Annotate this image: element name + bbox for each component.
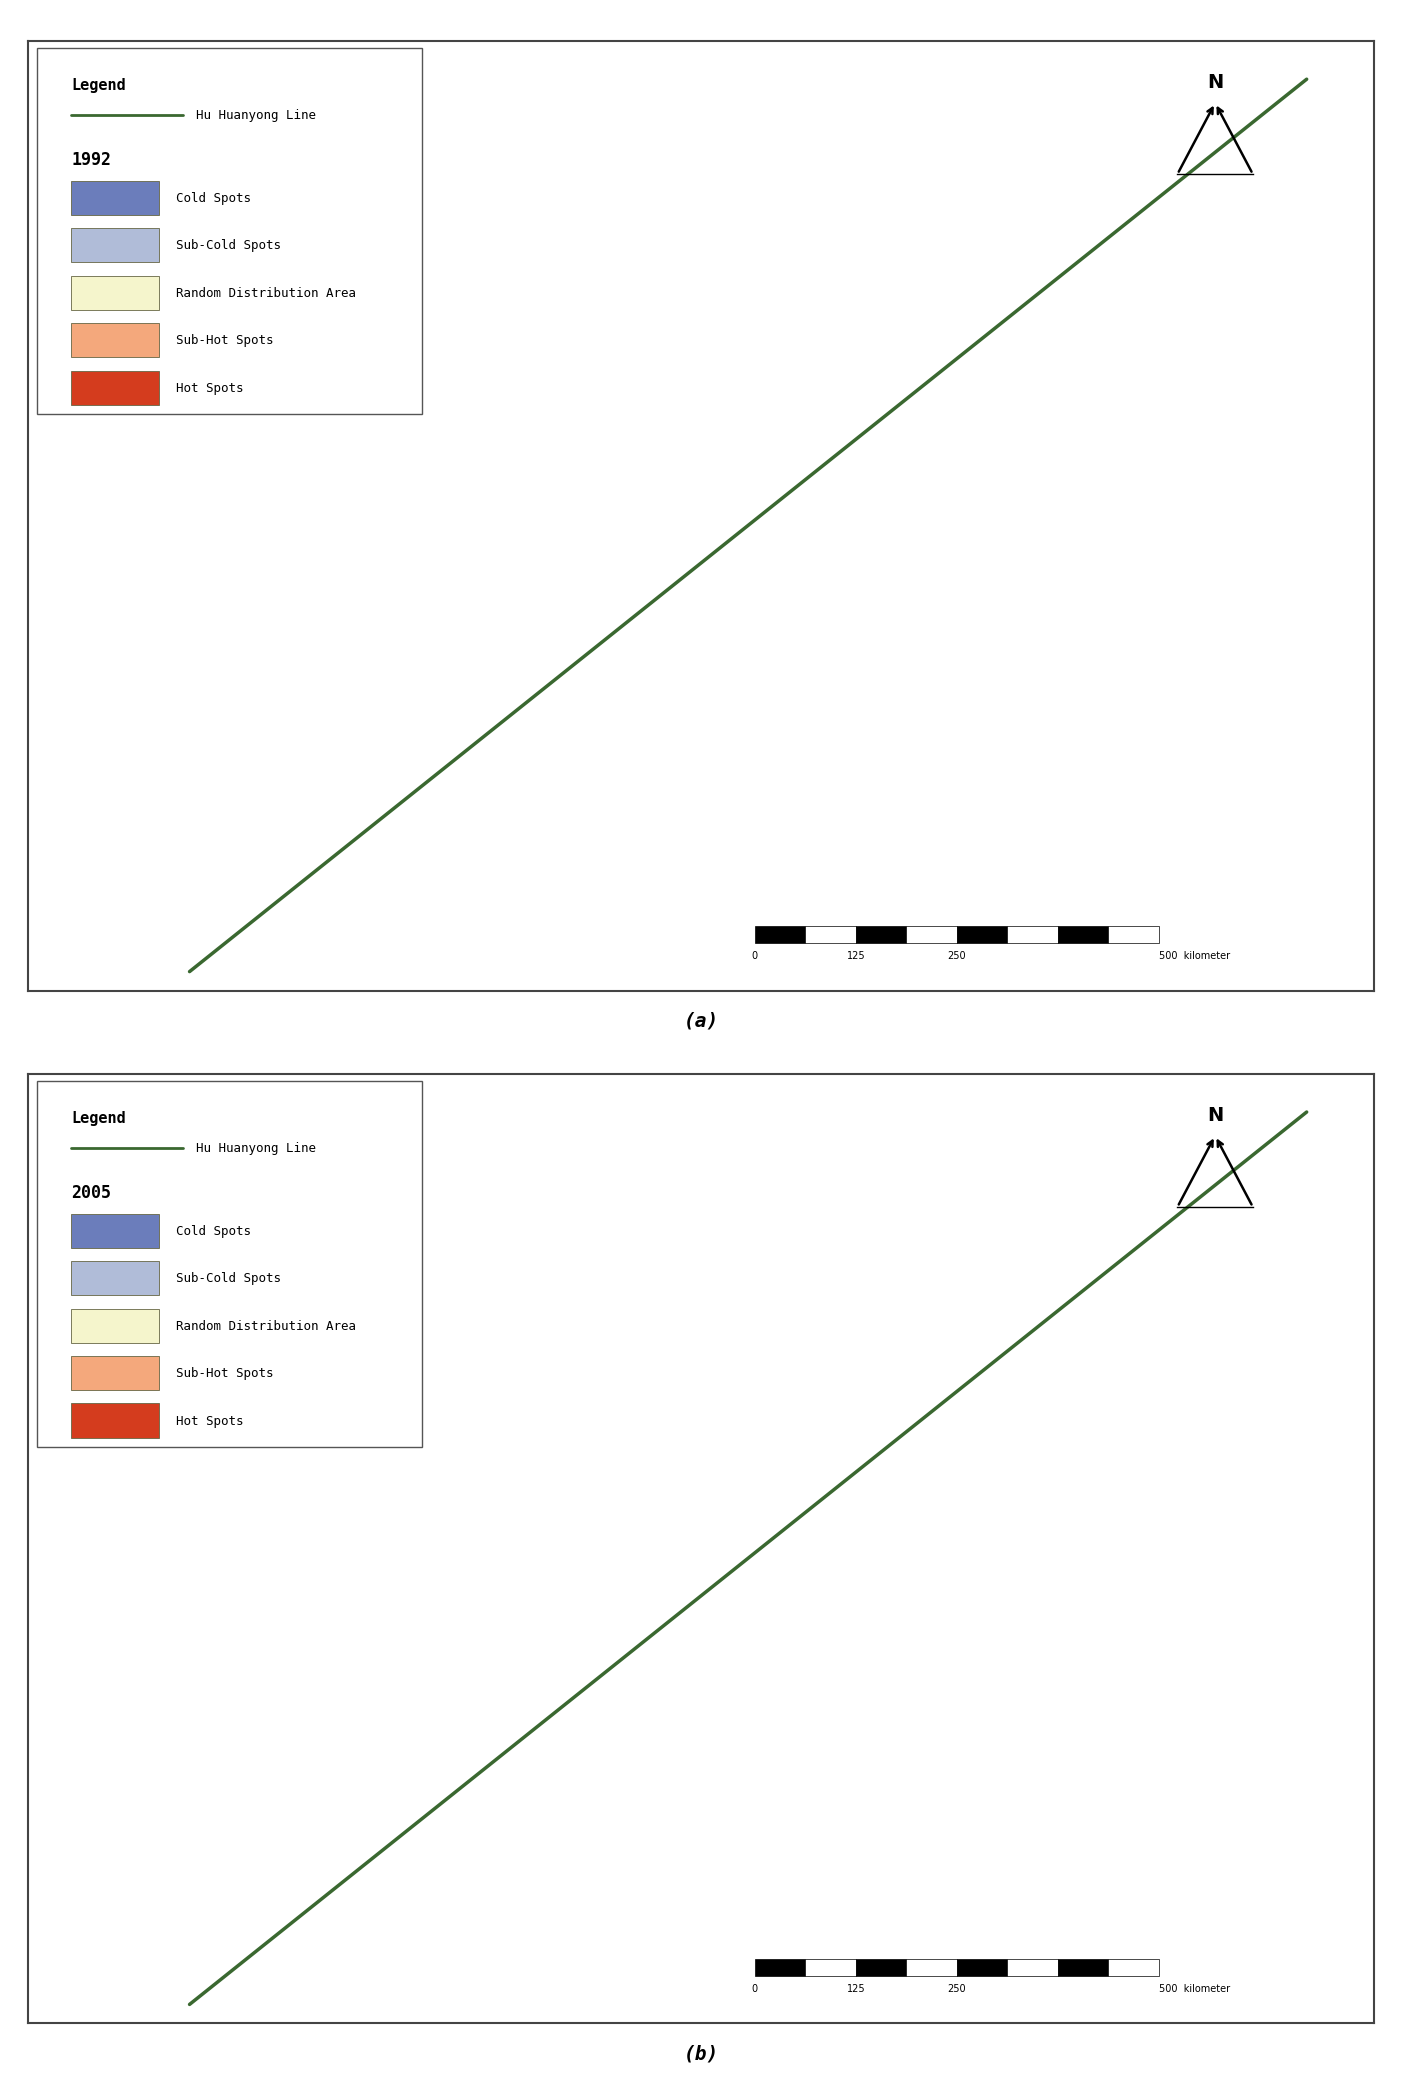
Text: (a): (a) (683, 1012, 719, 1030)
FancyBboxPatch shape (72, 1262, 158, 1295)
Text: 250: 250 (948, 1984, 966, 1994)
FancyBboxPatch shape (906, 1959, 956, 1975)
FancyBboxPatch shape (72, 323, 158, 359)
FancyBboxPatch shape (72, 371, 158, 405)
FancyBboxPatch shape (906, 926, 956, 943)
FancyBboxPatch shape (1007, 926, 1057, 943)
Text: 2005: 2005 (72, 1183, 111, 1202)
Text: 500  kilometer: 500 kilometer (1158, 951, 1230, 962)
Text: N: N (1207, 73, 1224, 92)
FancyBboxPatch shape (956, 1959, 1007, 1975)
Text: Cold Spots: Cold Spots (177, 192, 251, 204)
FancyBboxPatch shape (754, 926, 805, 943)
Text: Sub-Hot Spots: Sub-Hot Spots (177, 334, 273, 346)
Text: Legend: Legend (72, 1110, 126, 1124)
Text: Random Distribution Area: Random Distribution Area (177, 286, 356, 300)
Text: (b): (b) (683, 2044, 719, 2063)
FancyBboxPatch shape (38, 48, 422, 415)
FancyBboxPatch shape (855, 1959, 906, 1975)
FancyBboxPatch shape (855, 926, 906, 943)
Text: 1992: 1992 (72, 150, 111, 169)
Text: 0: 0 (751, 951, 758, 962)
Text: Sub-Hot Spots: Sub-Hot Spots (177, 1366, 273, 1379)
Text: Sub-Cold Spots: Sub-Cold Spots (177, 240, 280, 252)
Text: Hot Spots: Hot Spots (177, 382, 244, 394)
Text: 500  kilometer: 500 kilometer (1158, 1984, 1230, 1994)
Text: 125: 125 (847, 1984, 865, 1994)
Text: Cold Spots: Cold Spots (177, 1224, 251, 1237)
FancyBboxPatch shape (72, 1356, 158, 1391)
Text: N: N (1207, 1106, 1224, 1124)
FancyBboxPatch shape (72, 1214, 158, 1247)
Text: Random Distribution Area: Random Distribution Area (177, 1318, 356, 1333)
FancyBboxPatch shape (956, 926, 1007, 943)
Text: 0: 0 (751, 1984, 758, 1994)
FancyBboxPatch shape (1057, 926, 1108, 943)
FancyBboxPatch shape (1057, 1959, 1108, 1975)
Text: Hu Huanyong Line: Hu Huanyong Line (196, 1141, 317, 1156)
Text: Hot Spots: Hot Spots (177, 1414, 244, 1427)
Text: 125: 125 (847, 951, 865, 962)
FancyBboxPatch shape (1007, 1959, 1057, 1975)
FancyBboxPatch shape (72, 275, 158, 311)
FancyBboxPatch shape (38, 1081, 422, 1448)
Text: Legend: Legend (72, 77, 126, 92)
FancyBboxPatch shape (754, 1959, 805, 1975)
FancyBboxPatch shape (805, 1959, 855, 1975)
FancyBboxPatch shape (1108, 926, 1158, 943)
Text: Sub-Cold Spots: Sub-Cold Spots (177, 1272, 280, 1285)
FancyBboxPatch shape (1108, 1959, 1158, 1975)
FancyBboxPatch shape (72, 1404, 158, 1437)
Text: 250: 250 (948, 951, 966, 962)
FancyBboxPatch shape (805, 926, 855, 943)
FancyBboxPatch shape (72, 229, 158, 263)
FancyBboxPatch shape (72, 181, 158, 215)
FancyBboxPatch shape (72, 1308, 158, 1343)
Text: Hu Huanyong Line: Hu Huanyong Line (196, 108, 317, 123)
